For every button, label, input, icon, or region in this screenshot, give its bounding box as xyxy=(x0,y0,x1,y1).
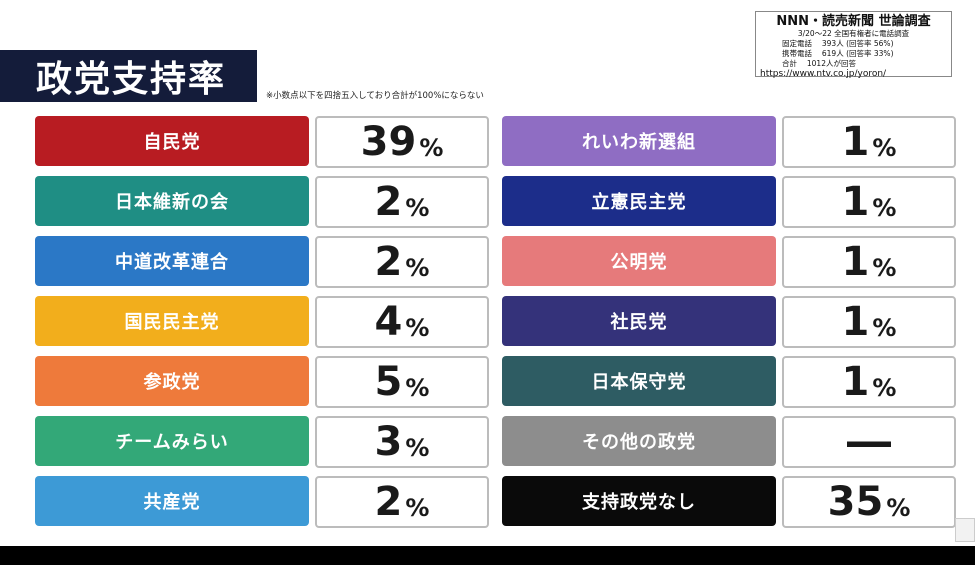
value-number: 1 xyxy=(841,239,870,285)
value-unit: % xyxy=(872,374,897,402)
value-unit: % xyxy=(405,254,430,282)
value-number: 5 xyxy=(374,359,403,405)
source-title: NNN・読売新聞 世論調査 xyxy=(776,14,931,29)
party-label: 共産党 xyxy=(35,476,309,526)
value-number: 1 xyxy=(841,359,870,405)
rounding-note: ※小数点以下を四捨五入しており合計が100%にならない xyxy=(266,91,484,101)
party-label: 支持政党なし xyxy=(502,476,776,526)
corner-icon xyxy=(955,518,975,542)
party-label: その他の政党 xyxy=(502,416,776,466)
value-unit: % xyxy=(872,254,897,282)
party-label: 立憲民主党 xyxy=(502,176,776,226)
value-unit: % xyxy=(405,494,430,522)
support-value: 1% xyxy=(782,356,956,408)
value-number: 2 xyxy=(374,179,403,225)
support-value: 1% xyxy=(782,116,956,168)
support-value: ― xyxy=(782,416,956,468)
party-label: 国民民主党 xyxy=(35,296,309,346)
party-label: 社民党 xyxy=(502,296,776,346)
source-total-count: 合計 1012人が回答 xyxy=(782,59,856,68)
support-value: 4% xyxy=(315,296,489,348)
party-support-chart: 自民党 39% 日本維新の会 2% 中道改革連合 2% 国民民主党 4% 参政党 5% チームみらい… xyxy=(35,116,956,528)
support-value: 3% xyxy=(315,416,489,468)
value-number: 2 xyxy=(374,239,403,285)
value-unit: % xyxy=(886,494,911,522)
party-label: 中道改革連合 xyxy=(35,236,309,286)
party-label: 日本保守党 xyxy=(502,356,776,406)
value-unit: % xyxy=(405,374,430,402)
party-label: 自民党 xyxy=(35,116,309,166)
support-value: 1% xyxy=(782,296,956,348)
value-number: 35 xyxy=(827,479,884,525)
value-unit: % xyxy=(872,314,897,342)
support-value: 2% xyxy=(315,236,489,288)
value-unit: % xyxy=(405,314,430,342)
value-number: 39 xyxy=(360,119,417,165)
survey-source-box: NNN・読売新聞 世論調査 3/20〜22 全国有権者に電話調査 固定電話 39… xyxy=(755,11,952,79)
support-value: 35% xyxy=(782,476,956,528)
support-value: 2% xyxy=(315,476,489,528)
value-number: 1 xyxy=(841,179,870,225)
source-survey-dates: 3/20〜22 全国有権者に電話調査 xyxy=(797,29,910,38)
value-unit: % xyxy=(419,134,444,162)
value-number: 4 xyxy=(374,299,403,345)
value-number: 1 xyxy=(841,119,870,165)
support-value: 5% xyxy=(315,356,489,408)
chart-title: 政党支持率 xyxy=(0,50,257,102)
value-number: 2 xyxy=(374,479,403,525)
no-value-dash: ― xyxy=(847,416,891,467)
value-unit: % xyxy=(405,194,430,222)
party-label: れいわ新選組 xyxy=(502,116,776,166)
value-unit: % xyxy=(405,434,430,462)
value-unit: % xyxy=(872,194,897,222)
value-number: 1 xyxy=(841,299,870,345)
source-landline-count: 固定電話 393人 (回答率 56%) xyxy=(782,39,894,48)
support-value: 1% xyxy=(782,236,956,288)
support-value: 2% xyxy=(315,176,489,228)
party-label: チームみらい xyxy=(35,416,309,466)
source-url: https://www.ntv.co.jp/yoron/ xyxy=(760,69,887,79)
source-mobile-count: 携帯電話 619人 (回答率 33%) xyxy=(782,49,894,58)
bottom-bar xyxy=(0,546,975,565)
value-unit: % xyxy=(872,134,897,162)
party-label: 公明党 xyxy=(502,236,776,286)
value-number: 3 xyxy=(374,419,403,465)
support-value: 1% xyxy=(782,176,956,228)
party-label: 参政党 xyxy=(35,356,309,406)
support-value: 39% xyxy=(315,116,489,168)
party-label: 日本維新の会 xyxy=(35,176,309,226)
